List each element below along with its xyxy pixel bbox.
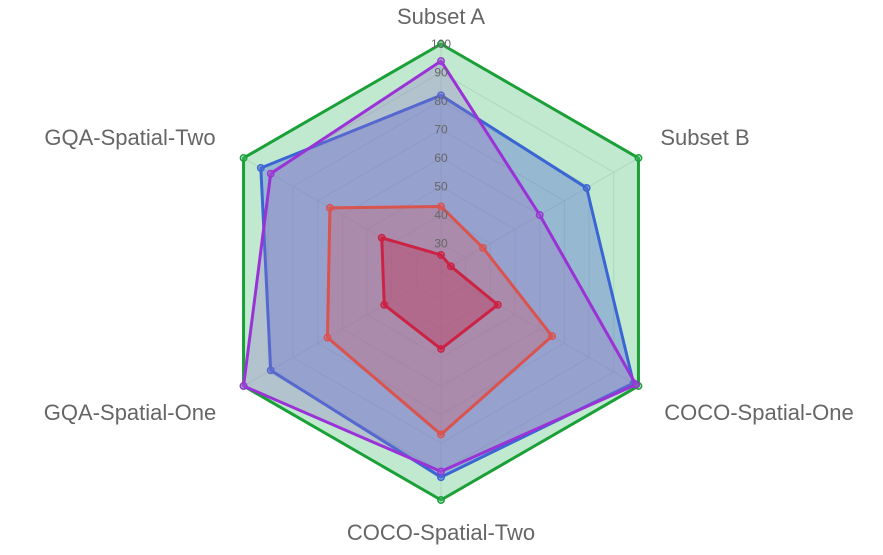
- series-4-point-3: [437, 345, 445, 353]
- tick-label-100: 100: [431, 37, 451, 51]
- series-2-point-1: [535, 211, 544, 219]
- series-2-point-3: [437, 467, 445, 476]
- series-4-point-4: [380, 300, 389, 309]
- series-3-point-4: [323, 333, 332, 342]
- axis-label-5: GQA-Spatial-Two: [44, 125, 215, 150]
- tick-label-90: 90: [434, 66, 448, 80]
- series-4-point-5: [377, 233, 386, 242]
- series-2-point-5: [266, 169, 275, 178]
- series-2-point-4: [239, 382, 248, 390]
- tick-label-50: 50: [434, 180, 448, 194]
- series-1-point-4: [266, 366, 275, 375]
- series-0-point-3: [437, 496, 445, 504]
- tick-label-40: 40: [434, 208, 448, 222]
- tick-label-60: 60: [434, 151, 448, 165]
- radar-tick-labels: 30 40 50 60 70 80 90 100: [431, 37, 451, 251]
- series-0-point-5: [239, 154, 248, 162]
- series-4-point-0: [437, 250, 445, 259]
- axis-label-2: COCO-Spatial-One: [664, 400, 854, 425]
- series-2: [239, 57, 640, 476]
- series-4-point-1: [446, 262, 455, 271]
- series-4-point-2: [493, 300, 502, 309]
- series-4-area: [380, 236, 500, 351]
- series-0-point-0: [437, 40, 445, 48]
- series-2-point-0: [437, 57, 445, 66]
- series-2-area: [242, 59, 638, 473]
- series-3-point-2: [548, 332, 557, 341]
- axis-spoke-5: [243, 157, 442, 273]
- axis-label-1: Subset B: [660, 125, 749, 150]
- tick-label-70: 70: [434, 123, 448, 137]
- radar-series: [239, 40, 643, 504]
- series-3-point-3: [437, 430, 445, 439]
- series-3-point-0: [437, 202, 445, 211]
- axis-spoke-2: [440, 271, 639, 387]
- series-1: [256, 91, 638, 482]
- series-3-point-1: [479, 243, 487, 252]
- axis-label-0: Subset A: [397, 4, 485, 29]
- series-1-point-0: [437, 91, 445, 100]
- tick-label-80: 80: [434, 94, 448, 108]
- series-1-point-5: [256, 164, 265, 172]
- tick-label-30: 30: [434, 237, 448, 251]
- axis-label-3: COCO-Spatial-Two: [347, 520, 535, 545]
- radar-axis-labels: Subset A Subset B COCO-Spatial-One COCO-Spa…: [44, 4, 854, 545]
- series-0-point-1: [634, 154, 643, 162]
- series-2-point-2: [632, 380, 640, 389]
- series-4: [377, 233, 502, 353]
- axis-spoke-4: [243, 271, 442, 387]
- axis-label-4: GQA-Spatial-One: [44, 400, 216, 425]
- series-1-area: [259, 93, 636, 479]
- series-1-point-1: [582, 183, 591, 192]
- series-3-point-5: [325, 203, 334, 212]
